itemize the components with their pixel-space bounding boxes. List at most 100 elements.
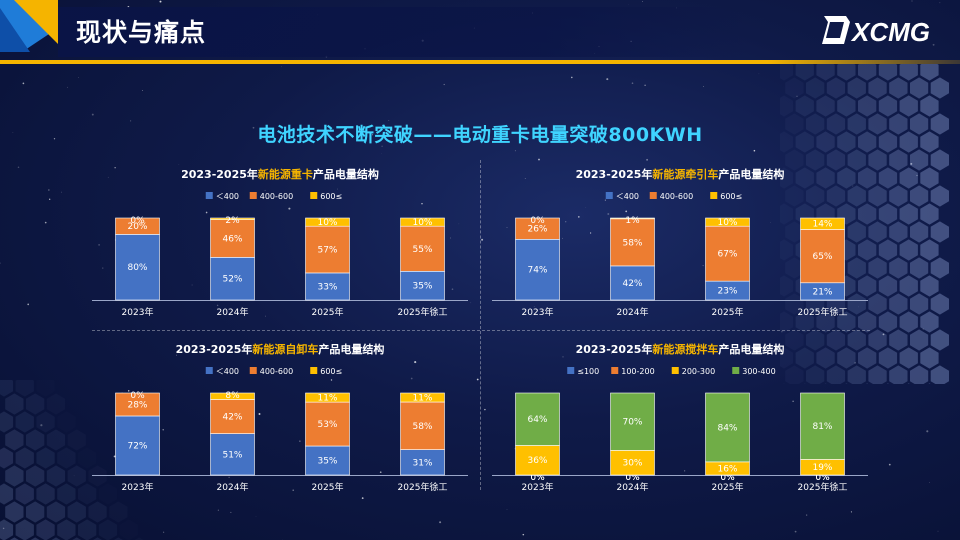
data-label: 46% (222, 235, 242, 245)
bar-segment (400, 271, 445, 301)
bar-segment (115, 234, 160, 301)
data-label: 74% (527, 266, 547, 276)
data-label: 0% (720, 473, 735, 483)
bar-segment (515, 239, 560, 301)
chart-title-part: 2023-2025年 (176, 342, 253, 356)
xcmg-logo: XCMG (822, 16, 930, 47)
data-label: 11% (412, 394, 432, 404)
data-label: 0% (130, 216, 145, 226)
chart-mixer-truck: 2023-2025年新能源搅拌车产品电量结构 ≤100 100-200 200-300… (492, 342, 868, 493)
data-label: 31% (412, 458, 432, 468)
bar-segment (400, 449, 445, 476)
legend-label: ＜400 (216, 367, 239, 376)
bar-segment (610, 217, 655, 220)
bar-segment (610, 265, 655, 301)
data-label: 2% (225, 216, 240, 226)
data-label: 14% (812, 220, 832, 230)
data-label: 0% (625, 473, 640, 483)
data-label: 21% (812, 287, 832, 297)
data-label: 70% (622, 418, 642, 428)
data-label: 19% (812, 463, 832, 473)
data-label: 16% (717, 464, 737, 474)
logo-text: XCMG (850, 17, 930, 47)
legend-label: 300-400 (742, 367, 775, 376)
chart-title-part: 新能源搅拌车 (652, 342, 718, 356)
chart-title-part: 产品电量结构 (718, 342, 784, 356)
data-label: 0% (815, 473, 830, 483)
data-label: 0% (530, 473, 545, 483)
bar-segment (400, 217, 445, 227)
main-title: 电池技术不断突破——电动重卡电量突破800KWH (257, 124, 703, 146)
chart-title-part: 产品电量结构 (318, 342, 384, 356)
data-label: 0% (530, 473, 545, 483)
data-label: 53% (317, 420, 337, 430)
bar-segment (210, 217, 255, 220)
data-label: 36% (527, 456, 547, 466)
data-label: 42% (222, 413, 242, 423)
legend-swatch (310, 192, 318, 199)
x-tick-label: 2025年 (312, 306, 344, 318)
data-label: 0% (625, 473, 640, 483)
header-accent-line (0, 60, 960, 64)
divider-horizontal (92, 330, 870, 331)
x-tick-label: 2025年 (712, 481, 744, 493)
x-tick-label: 2025年 (712, 306, 744, 318)
bar-segment (305, 225, 350, 274)
x-tick-label: 2025年 (312, 481, 344, 493)
bar-segment (305, 392, 350, 403)
data-label: 64% (527, 415, 547, 425)
data-label: 35% (412, 282, 432, 292)
legend-label: ＜400 (616, 192, 639, 201)
chart-title-part: 2023-2025年 (576, 167, 653, 181)
bar-segment (400, 401, 445, 450)
data-label: 57% (317, 246, 337, 256)
chart-tractor: 2023-2025年新能源牵引车产品电量结构 ＜400 400-600 600≤ 74%… (492, 167, 868, 318)
data-label: 1% (625, 216, 640, 226)
x-tick-label: 2025年徐工 (398, 481, 448, 493)
legend-swatch (671, 367, 679, 374)
bar-segment (610, 218, 655, 267)
x-tick-label: 2023年 (122, 306, 154, 318)
legend-label: 400-600 (260, 192, 293, 201)
legend-label: 400-600 (260, 367, 293, 376)
bar-segment (305, 272, 350, 301)
x-tick-label: 2025年徐工 (798, 481, 848, 493)
legend-label: 600≤ (720, 192, 742, 201)
legend-label: 600≤ (320, 367, 342, 376)
legend-swatch (605, 192, 613, 199)
bar-segment (400, 392, 445, 403)
data-label: 35% (317, 457, 337, 467)
hex-pattern-bottom-left (0, 380, 144, 540)
divider-vertical (480, 160, 481, 490)
data-label: 67% (717, 250, 737, 260)
legend-swatch (710, 192, 718, 199)
bar-segment (115, 217, 160, 235)
legend-swatch (611, 367, 619, 374)
data-label: 80% (127, 263, 147, 273)
bar-segment (515, 217, 560, 240)
data-label: 72% (127, 441, 147, 451)
data-label: 0% (530, 216, 545, 226)
bar-segment (400, 225, 445, 272)
data-label: 30% (622, 459, 642, 469)
legend-label: 600≤ (320, 192, 342, 201)
data-label: 51% (222, 450, 242, 460)
legend-label: ＜400 (216, 192, 239, 201)
legend-swatch (205, 192, 213, 199)
data-label: 52% (222, 275, 242, 285)
data-label: 20% (127, 222, 147, 232)
legend-swatch (310, 367, 318, 374)
legend-swatch (732, 367, 740, 374)
legend-label: 100-200 (621, 367, 654, 376)
data-label: 0% (130, 391, 145, 401)
bar-segment (515, 392, 560, 446)
chart-title-part: 新能源自卸车 (252, 342, 318, 356)
bar-segment (210, 219, 255, 258)
data-label: 65% (812, 252, 832, 262)
x-tick-label: 2024年 (217, 306, 249, 318)
x-tick-label: 2023年 (522, 306, 554, 318)
chart-title-part: 产品电量结构 (313, 167, 379, 181)
chart-title-part: 新能源牵引车 (652, 167, 718, 181)
bar-segment (800, 392, 845, 460)
legend-swatch (205, 367, 213, 374)
